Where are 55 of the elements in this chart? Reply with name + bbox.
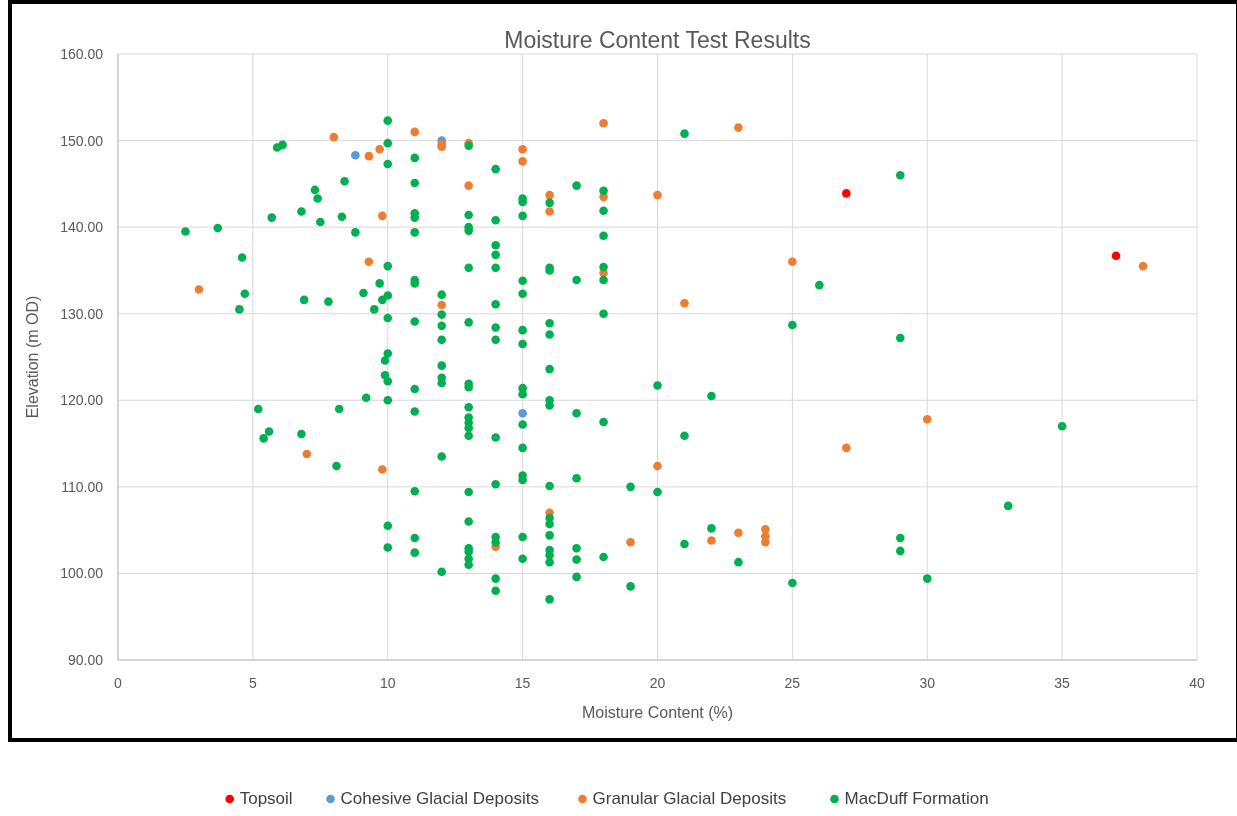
point	[734, 123, 743, 132]
point	[375, 144, 384, 154]
point	[707, 536, 716, 545]
point	[1111, 251, 1121, 260]
point	[194, 285, 204, 294]
point	[464, 181, 473, 190]
x-tick-label: 40	[1189, 675, 1205, 691]
chart-title: Moisture Content Test Results	[504, 27, 811, 53]
y-tick-label: 140.00	[60, 219, 104, 236]
point	[410, 127, 420, 137]
y-tick-label: 160.00	[60, 46, 104, 62]
y-tick-label: 130.00	[60, 305, 104, 322]
point	[1138, 261, 1148, 271]
x-tick-label: 5	[248, 675, 257, 691]
legend-label: Cohesive Glacial Deposits	[340, 789, 539, 808]
x-tick-label: 0	[114, 675, 123, 691]
x-tick-label: 10	[379, 675, 396, 691]
x-tick-label: 15	[514, 675, 531, 691]
x-tick-label: 30	[919, 675, 936, 691]
point	[680, 299, 689, 308]
point	[734, 528, 743, 538]
point	[653, 190, 662, 200]
point	[518, 157, 527, 166]
y-tick-label: 110.00	[61, 478, 104, 495]
y-tick-label: 150.00	[60, 132, 104, 149]
point	[545, 207, 554, 216]
x-tick-label: 35	[1054, 675, 1071, 691]
legend-label: MacDuff Formation	[844, 789, 989, 808]
point	[437, 300, 446, 310]
y-axis-title: Elevation (m OD)	[24, 295, 41, 419]
point	[788, 257, 797, 267]
y-tick-label: 90.00	[67, 652, 104, 668]
x-tick-label: 20	[649, 675, 666, 691]
point	[364, 151, 374, 161]
point	[329, 132, 339, 142]
point	[545, 190, 554, 200]
point	[842, 189, 851, 198]
point	[626, 537, 635, 547]
point	[842, 443, 851, 453]
point	[302, 449, 312, 459]
point	[599, 118, 608, 128]
x-axis-title: Moisture Content (%)	[581, 704, 734, 721]
point	[378, 211, 387, 221]
legend-label: Granular Glacial Deposits	[592, 789, 787, 808]
point	[378, 465, 387, 474]
y-tick-label: 120.00	[60, 392, 104, 409]
point	[364, 257, 374, 267]
point	[351, 151, 360, 160]
point	[518, 144, 527, 154]
y-tick-label: 100.00	[60, 565, 104, 582]
point	[653, 461, 662, 471]
x-tick-label: 25	[784, 675, 801, 691]
point	[922, 415, 932, 424]
legend-label: Topsoil	[239, 789, 293, 808]
point	[518, 408, 527, 418]
